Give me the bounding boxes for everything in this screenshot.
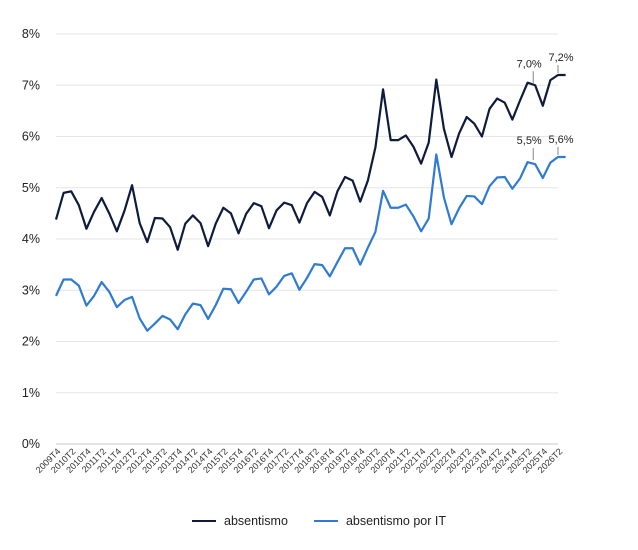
y-tick-label: 6%	[22, 130, 40, 144]
data-label: 5,5%	[517, 135, 542, 147]
series-lines	[54, 73, 566, 332]
legend-item-absentismo-por-it: absentismo por IT	[313, 514, 446, 528]
legend-item-absentismo: absentismo	[192, 514, 288, 528]
y-tick-label: 3%	[22, 283, 40, 297]
x-axis: 2009T42010T22010T42011T22011T42012T22012…	[34, 446, 565, 475]
data-label: 7,2%	[548, 52, 573, 64]
series-line-1	[55, 153, 566, 332]
series-line-0	[54, 73, 566, 251]
data-label: 5,6%	[548, 134, 573, 146]
y-tick-label: 5%	[22, 181, 40, 195]
legend: absentismo absentismo por IT	[0, 514, 638, 528]
data-label: 7,0%	[517, 58, 542, 70]
legend-label: absentismo por IT	[345, 514, 446, 528]
y-tick-label: 0%	[22, 437, 40, 451]
legend-swatch	[192, 520, 216, 522]
y-tick-label: 4%	[22, 232, 40, 246]
y-tick-label: 7%	[22, 78, 40, 92]
y-tick-label: 2%	[22, 335, 40, 349]
y-tick-label: 1%	[22, 386, 40, 400]
legend-label: absentismo	[224, 514, 288, 528]
y-tick-label: 8%	[22, 27, 40, 41]
legend-swatch	[313, 520, 338, 522]
gridlines	[56, 33, 558, 445]
annotations: 7,0% 7,2% 5,5% 5,6%	[517, 52, 574, 161]
line-chart: 0% 1% 2% 3% 4% 5% 6% 7% 8% 2009T42010T22010T4201…	[22, 27, 574, 475]
y-axis: 0% 1% 2% 3% 4% 5% 6% 7% 8%	[22, 27, 40, 451]
